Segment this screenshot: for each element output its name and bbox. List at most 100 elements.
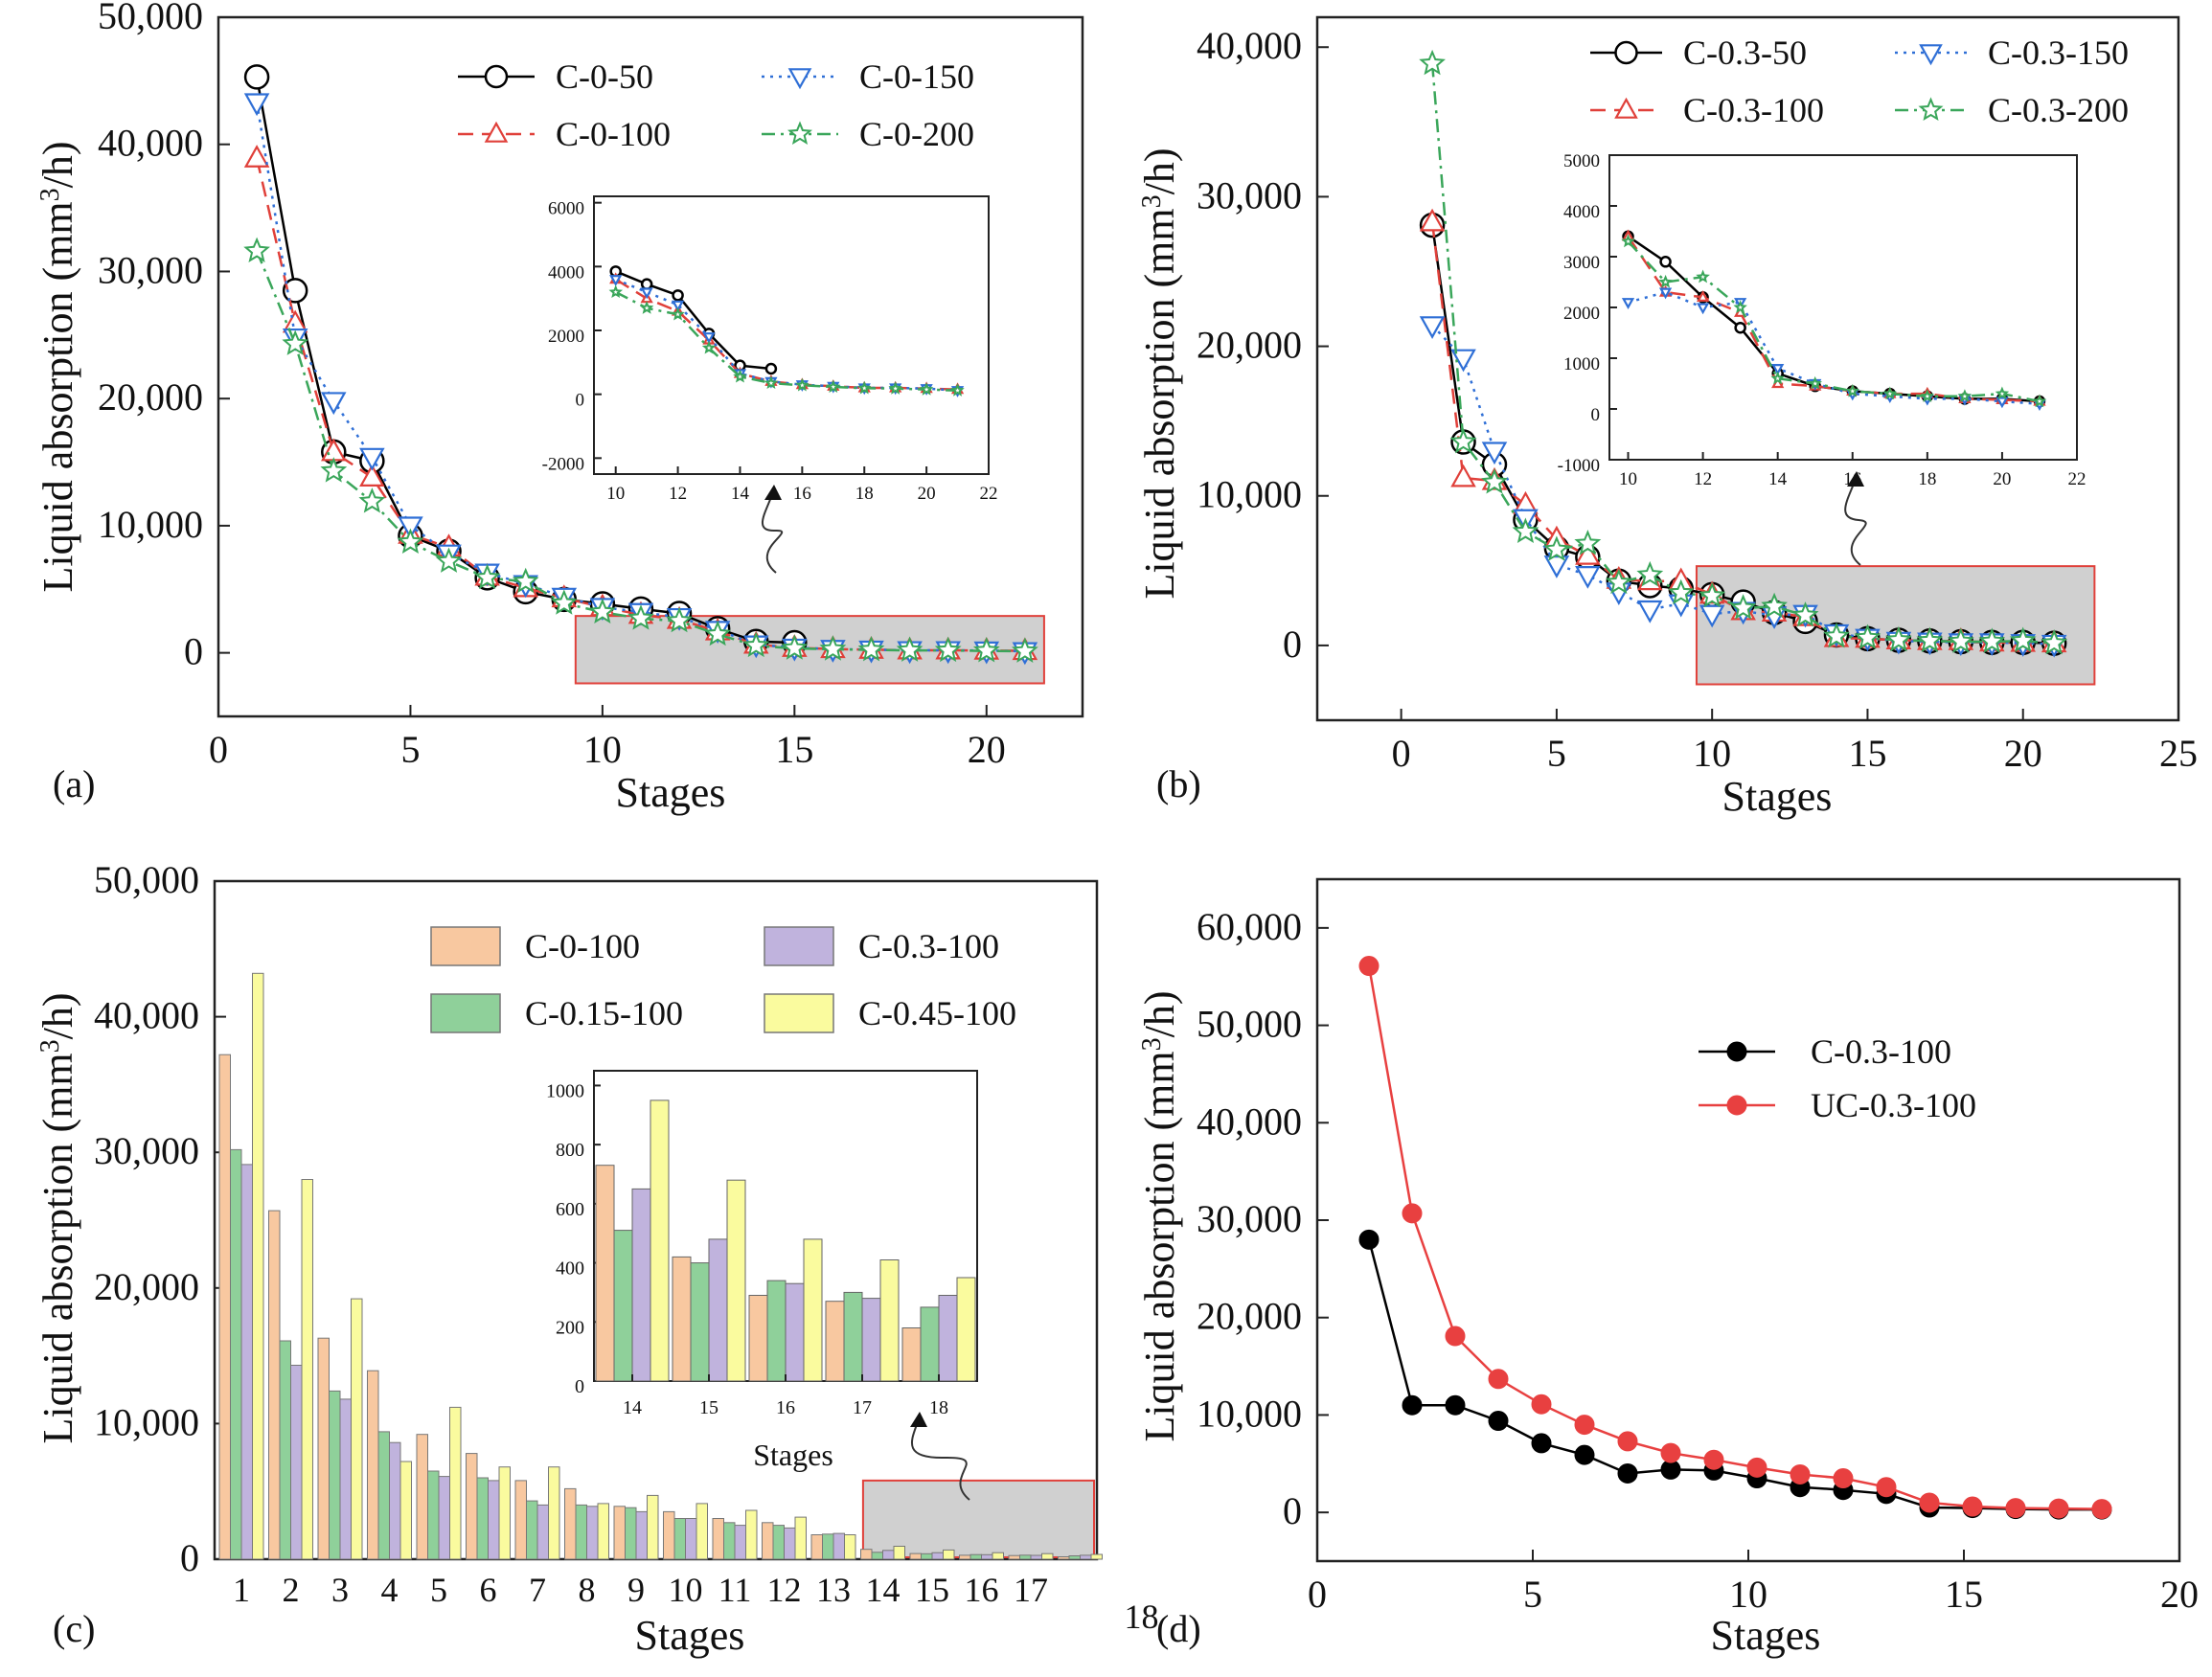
d-x-axis-title: Stages — [1711, 1612, 1821, 1659]
d-point-0-5 — [1574, 1444, 1595, 1465]
c-bar-2-5 — [488, 1480, 500, 1560]
c-inset-bar-2-4 — [938, 1295, 958, 1382]
a-legend-marker-1 — [484, 121, 509, 143]
b-inset-point-3-6 — [1845, 383, 1859, 397]
c-bar-1-10 — [723, 1522, 736, 1560]
a-point-2-4 — [398, 516, 423, 540]
b-x-tick-label: 0 — [1392, 732, 1411, 775]
d-plot-frame — [1315, 877, 2181, 1563]
c-bar-1-13 — [871, 1552, 883, 1560]
a-inset-point-2-1 — [640, 287, 653, 300]
c-inset-bar-0-2 — [748, 1295, 768, 1382]
a-point-2-3 — [359, 447, 385, 471]
b-inset-point-3-1 — [1658, 274, 1673, 288]
b-x-tick-label: 5 — [1547, 732, 1566, 775]
d-point-1-7 — [1660, 1442, 1681, 1463]
a-inset-x-tick-label: 10 — [606, 484, 625, 504]
c-inset-bar-0-3 — [825, 1301, 845, 1382]
a-x-tick-label: 20 — [968, 728, 1006, 771]
d-legend-marker-0 — [1726, 1041, 1747, 1062]
c-x-tick-label: 14 — [866, 1571, 901, 1609]
b-inset-y-tick-label: -1000 — [1558, 456, 1600, 476]
b-point-3-17 — [1947, 627, 1974, 653]
a-inset-point-3-7 — [826, 379, 841, 394]
a-x-axis-title: Stages — [616, 769, 726, 816]
a-point-3-7 — [512, 567, 539, 594]
b-inset-y-tick-label: 4000 — [1563, 202, 1600, 222]
d-point-1-14 — [1962, 1496, 1983, 1517]
c-bar-1-5 — [476, 1477, 489, 1560]
c-bar-1-12 — [822, 1533, 834, 1560]
a-x-tick-label: 5 — [400, 728, 420, 771]
c-x-tick-label: 9 — [627, 1571, 645, 1609]
d-panel-label: (d) — [1156, 1607, 1201, 1650]
c-bar-3-16 — [1041, 1552, 1054, 1560]
a-zoom-arrow — [762, 487, 784, 574]
c-bar-3-4 — [449, 1406, 462, 1560]
d-y-tick-label: 40,000 — [1197, 1099, 1302, 1143]
d-point-0-1 — [1402, 1394, 1423, 1416]
c-bar-2-2 — [339, 1398, 352, 1560]
a-inset-x-tick-label: 22 — [980, 484, 998, 504]
c-inset-bar-2-0 — [631, 1188, 651, 1382]
b-inset-point-3-0 — [1621, 234, 1635, 248]
a-point-3-2 — [320, 457, 348, 483]
d-point-0-0 — [1358, 1229, 1380, 1250]
b-point-1-0 — [1419, 208, 1446, 232]
b-legend-label-0: C-0.3-50 — [1683, 34, 1807, 72]
c-bar-0-17 — [1058, 1556, 1070, 1560]
b-inset-point-3-10 — [1995, 386, 2010, 400]
a-point-3-12 — [704, 620, 732, 646]
b-point-3-5 — [1574, 530, 1602, 555]
a-legend-label-3: C-0-200 — [859, 115, 974, 153]
c-bar-3-1 — [301, 1179, 313, 1560]
b-point-2-0 — [1419, 316, 1446, 339]
c-bar-2-4 — [438, 1476, 450, 1560]
b-zoom-arrow — [1844, 474, 1867, 566]
a-point-3-9 — [589, 598, 616, 624]
a-inset-point-0-1 — [640, 278, 653, 290]
a-inset-point-3-6 — [795, 377, 810, 392]
c-legend-label-1: C-0.15-100 — [525, 994, 683, 1032]
d-point-1-17 — [2091, 1499, 2112, 1520]
b-point-1-5 — [1575, 541, 1601, 565]
c-zoom-arrow-head — [910, 1412, 927, 1427]
b-inset-point-3-4 — [1770, 371, 1785, 385]
b-point-3-6 — [1605, 568, 1632, 595]
a-inset-y-tick-label: 0 — [576, 391, 585, 411]
c-x-tick-label: 8 — [579, 1571, 596, 1609]
b-legend-marker-2 — [1919, 44, 1943, 66]
c-inset-bar-3-1 — [726, 1179, 746, 1382]
b-point-3-10 — [1729, 594, 1757, 620]
a-point-3-18 — [934, 636, 962, 663]
b-inset-point-3-9 — [1957, 389, 1973, 402]
c-bar-0-5 — [466, 1453, 478, 1560]
a-point-3-20 — [1012, 637, 1038, 663]
c-x-tick-label: 3 — [331, 1571, 349, 1609]
a-point-3-17 — [896, 636, 924, 662]
c-bar-2-12 — [832, 1532, 845, 1560]
a-inset-point-2-0 — [609, 275, 623, 286]
c-inset-bar-0-1 — [672, 1256, 692, 1382]
c-inset-bar-2-2 — [785, 1282, 805, 1382]
d-x-tick-label: 20 — [2160, 1573, 2199, 1616]
c-x-tick-label: 7 — [529, 1571, 546, 1609]
d-x-tick-label: 5 — [1523, 1573, 1542, 1616]
a-point-2-2 — [320, 392, 347, 416]
a-x-tick-label: 10 — [583, 728, 622, 771]
a-point-3-19 — [972, 636, 1000, 663]
b-inset-point-2-10 — [1995, 397, 2009, 409]
d-point-1-2 — [1445, 1326, 1466, 1347]
a-point-3-3 — [358, 487, 386, 513]
a-x-tick-label: 0 — [209, 728, 228, 771]
a-inset-x-tick-label: 16 — [793, 484, 811, 504]
b-inset-series-line-2 — [1628, 290, 2041, 405]
c-bar-0-13 — [860, 1549, 873, 1560]
b-plot-frame — [1315, 15, 2180, 722]
b-inset-y-tick-label: 3000 — [1563, 253, 1600, 273]
d-y-tick-label: 10,000 — [1197, 1392, 1302, 1435]
b-point-3-1 — [1449, 427, 1477, 454]
a-inset-point-0-5 — [764, 362, 778, 375]
a-inset-point-3-11 — [950, 383, 965, 397]
